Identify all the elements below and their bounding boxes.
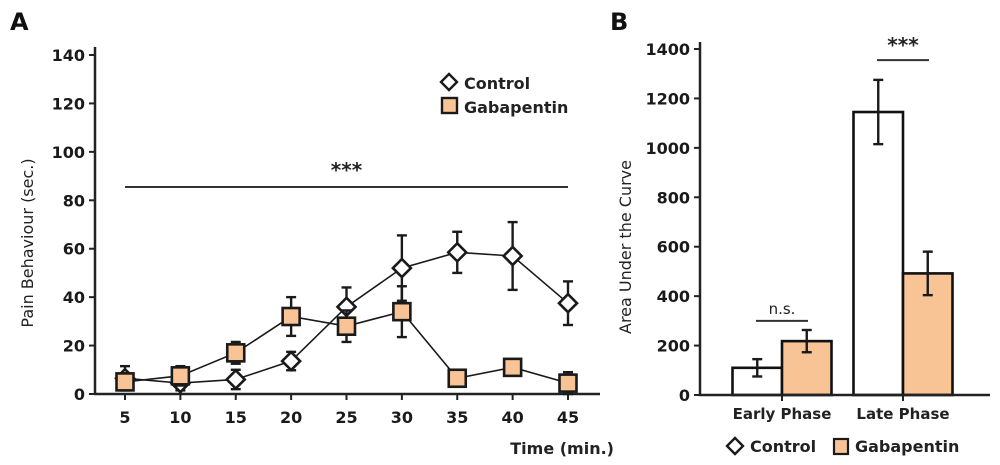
data-point-control bbox=[446, 241, 469, 264]
data-point-gabapentin bbox=[281, 306, 301, 327]
square-marker-icon bbox=[440, 96, 459, 115]
y-tick-label: 120 bbox=[52, 94, 85, 113]
square-marker-icon bbox=[832, 437, 850, 456]
x-tick-label: 20 bbox=[280, 408, 302, 427]
panel-a-x-axis-title: Time (min.) bbox=[510, 439, 614, 458]
legend-label-gabapentin: Gabapentin bbox=[464, 98, 568, 117]
legend-item-control: Control bbox=[725, 436, 816, 456]
x-tick-label: 35 bbox=[446, 408, 468, 427]
data-point-control bbox=[501, 245, 524, 267]
panel-b-legend: Control Gabapentin bbox=[725, 436, 959, 456]
category-label: Early Phase bbox=[733, 405, 832, 423]
panel-b-bars bbox=[731, 78, 954, 397]
y-tick-label: 1400 bbox=[645, 40, 690, 59]
bar-control bbox=[852, 110, 905, 397]
data-point-control bbox=[224, 368, 247, 391]
x-tick-label: 5 bbox=[119, 408, 130, 427]
panel-b-category-labels: Early Phase Late Phase bbox=[733, 395, 950, 423]
x-tick-label: 45 bbox=[557, 408, 579, 427]
panel-a-letter: A bbox=[10, 8, 29, 36]
y-tick-label: 1000 bbox=[645, 139, 690, 158]
y-tick-label: 200 bbox=[657, 337, 690, 356]
significance-stars: *** bbox=[331, 158, 363, 182]
y-tick-label: 140 bbox=[52, 46, 85, 65]
bar-group bbox=[780, 328, 833, 397]
diamond-marker-icon bbox=[439, 72, 459, 92]
panel-b-significance: n.s. *** bbox=[756, 33, 929, 322]
panel-a-y-axis-title: Pain Behaviour (sec.) bbox=[18, 158, 37, 327]
data-point-gabapentin bbox=[502, 357, 523, 378]
panel-a-significance: *** bbox=[125, 158, 568, 188]
data-point-gabapentin bbox=[558, 373, 578, 393]
y-tick-label: 800 bbox=[657, 188, 690, 207]
panel-b: B 0 200 400 600 800 1000 1200 1400 Area Under t… bbox=[610, 8, 990, 456]
markers-gabapentin bbox=[115, 285, 578, 396]
data-point-control bbox=[557, 292, 579, 315]
data-point-gabapentin bbox=[336, 316, 357, 337]
x-tick-label: 40 bbox=[501, 408, 523, 427]
category-label: Late Phase bbox=[856, 405, 949, 423]
data-point-gabapentin bbox=[115, 372, 135, 392]
bar-group bbox=[852, 78, 905, 397]
y-tick-label: 0 bbox=[679, 386, 690, 405]
panel-a: A 0 20 40 60 80 100 120 140 5 10 15 20 25 30 35 40 45 P… bbox=[10, 8, 614, 458]
legend-label-control: Control bbox=[750, 437, 816, 456]
bar-group bbox=[901, 250, 954, 397]
diamond-marker-icon bbox=[725, 436, 745, 456]
y-tick-label: 600 bbox=[657, 238, 690, 257]
data-point-control bbox=[280, 350, 302, 372]
legend-item-gabapentin: Gabapentin bbox=[832, 437, 959, 456]
x-tick-label: 30 bbox=[391, 408, 413, 427]
x-tick-label: 25 bbox=[335, 408, 357, 427]
legend-item-control: Control bbox=[439, 72, 530, 93]
y-tick-label: 100 bbox=[52, 143, 85, 162]
panel-a-legend: Control Gabapentin bbox=[439, 72, 568, 117]
y-tick-label: 80 bbox=[63, 191, 85, 210]
data-point-gabapentin bbox=[170, 366, 191, 386]
y-tick-label: 1200 bbox=[645, 89, 690, 108]
panel-a-y-axis-ticks: 0 20 40 60 80 100 120 140 bbox=[52, 46, 95, 404]
bar-group bbox=[731, 357, 784, 397]
significance-ns-label: n.s. bbox=[769, 300, 796, 318]
panel-b-y-axis-ticks: 0 200 400 600 800 1000 1200 1400 bbox=[645, 40, 700, 405]
y-tick-label: 0 bbox=[74, 385, 85, 404]
panel-a-series bbox=[114, 220, 579, 396]
x-tick-label: 10 bbox=[169, 408, 191, 427]
panel-b-letter: B bbox=[610, 8, 628, 36]
data-point-gabapentin bbox=[225, 343, 246, 363]
data-point-gabapentin bbox=[447, 368, 468, 389]
significance-stars: *** bbox=[887, 33, 919, 57]
legend-item-gabapentin: Gabapentin bbox=[440, 96, 568, 117]
panel-a-x-axis-ticks: 5 10 15 20 25 30 35 40 45 bbox=[119, 394, 579, 427]
data-point-control bbox=[391, 257, 413, 279]
data-point-gabapentin bbox=[392, 301, 412, 322]
legend-label-gabapentin: Gabapentin bbox=[855, 437, 959, 456]
legend-label-control: Control bbox=[464, 74, 530, 93]
y-tick-label: 400 bbox=[657, 287, 690, 306]
panel-b-y-axis-title: Area Under the Curve bbox=[616, 160, 635, 334]
y-tick-label: 40 bbox=[63, 288, 85, 307]
x-tick-label: 15 bbox=[225, 408, 247, 427]
y-tick-label: 60 bbox=[63, 240, 85, 259]
y-tick-label: 20 bbox=[63, 337, 85, 356]
